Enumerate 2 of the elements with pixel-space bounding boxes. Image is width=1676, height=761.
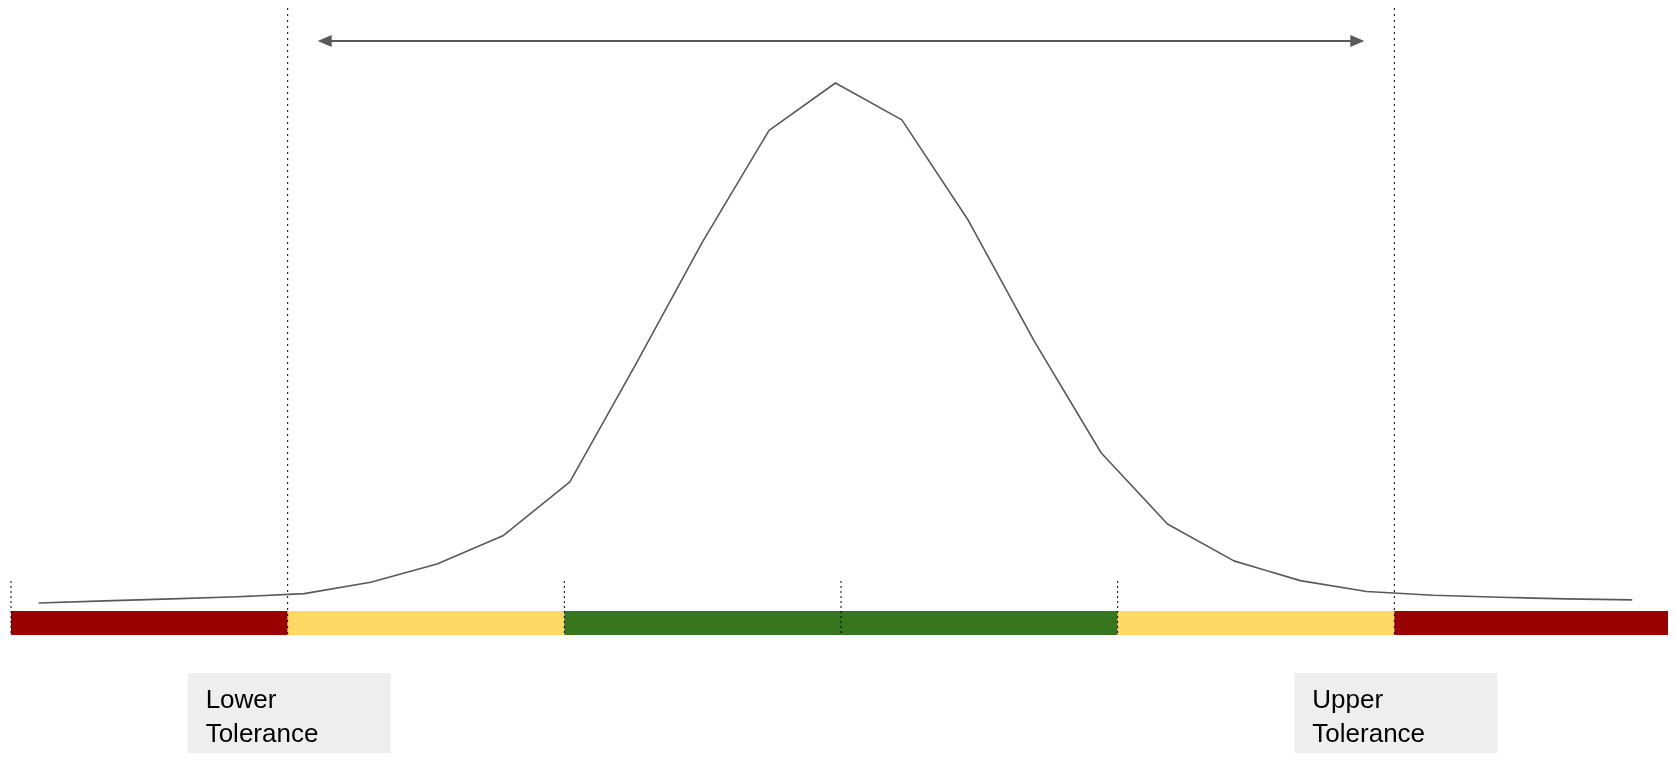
text: Lower Tolerance xyxy=(205,684,319,748)
text: Upper Tolerance xyxy=(1312,684,1426,748)
